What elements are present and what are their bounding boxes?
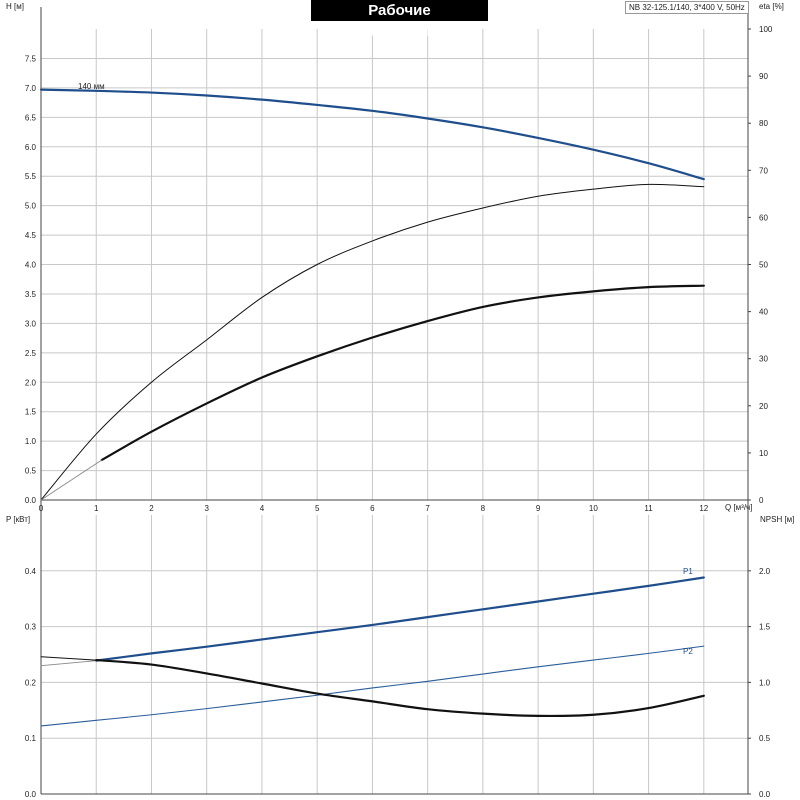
top-y-tick-label: 4.0 bbox=[25, 261, 37, 270]
axes bbox=[40, 7, 751, 795]
top-y-tick-label: 2.5 bbox=[25, 349, 37, 358]
top-y-axis-label: H [м] bbox=[6, 2, 24, 11]
bottom-series-3-line bbox=[95, 658, 705, 718]
top-y2-axis-label: eta [%] bbox=[759, 2, 784, 11]
top-y-tick-label: 1.5 bbox=[25, 408, 37, 417]
top-y-tick-label: 0.0 bbox=[25, 496, 37, 505]
top-y-tick-label: 1.0 bbox=[25, 437, 37, 446]
top-y2-tick-label: 100 bbox=[759, 25, 773, 34]
top-y-tick-label: 6.0 bbox=[25, 143, 37, 152]
top-y-tick-label: 5.0 bbox=[25, 202, 37, 211]
top-y-tick-label: 3.5 bbox=[25, 290, 37, 299]
top-series-3-line bbox=[40, 459, 103, 501]
x-tick-label: 0 bbox=[39, 504, 44, 513]
x-tick-label: 8 bbox=[481, 504, 486, 513]
top-y-tick-label: 7.5 bbox=[25, 54, 37, 63]
top-series-0-line bbox=[39, 88, 705, 181]
x-tick-label: 2 bbox=[149, 504, 154, 513]
pump-model-label: NB 32-125.1/140, 3*400 V, 50Hz bbox=[625, 1, 749, 14]
top-y2-tick-label: 90 bbox=[759, 72, 768, 81]
top-y2-tick-label: 70 bbox=[759, 166, 768, 175]
x-tick-label: 11 bbox=[644, 504, 653, 513]
bottom-series-0-line bbox=[95, 576, 705, 662]
x-tick-label: 4 bbox=[260, 504, 265, 513]
x-axis-label: Q [м³/ч] bbox=[725, 503, 753, 512]
top-y2-tick-label: 60 bbox=[759, 213, 768, 222]
top-y-tick-label: 7.0 bbox=[25, 84, 37, 93]
bottom-y-tick-label: 0.4 bbox=[25, 567, 37, 576]
x-tick-label: 12 bbox=[699, 504, 708, 513]
x-tick-label: 9 bbox=[536, 504, 541, 513]
bottom-y2-tick-label: 1.0 bbox=[759, 678, 771, 687]
bottom-y-tick-label: 0.1 bbox=[25, 734, 37, 743]
bottom-y2-tick-label: 1.5 bbox=[759, 623, 771, 632]
curve-label-p1: P1 bbox=[683, 567, 693, 576]
bottom-series-2-line bbox=[40, 645, 705, 727]
bottom-y-tick-label: 0.2 bbox=[25, 678, 37, 687]
top-series-1-line bbox=[40, 183, 705, 501]
bottom-y2-axis-label: NPSH [м] bbox=[760, 515, 795, 524]
x-tick-label: 10 bbox=[589, 504, 598, 513]
top-y2-axis-title: eta [%] bbox=[759, 2, 784, 11]
bottom-y-tick-label: 0.3 bbox=[25, 623, 37, 632]
grid-lines bbox=[40, 29, 748, 795]
tick-labels: 0 1 2 3 4 5 6 7 8 9 10 11 120.00.51.01.52.02.53.03.5… bbox=[25, 25, 773, 799]
top-y-tick-label: 2.0 bbox=[25, 378, 37, 387]
top-y2-tick-label: 50 bbox=[759, 261, 768, 270]
curve-label-140mm: 140 мм bbox=[78, 82, 105, 91]
bottom-y2-tick-label: 0.0 bbox=[759, 790, 771, 799]
top-y2-tick-label: 30 bbox=[759, 355, 768, 364]
bottom-y2-tick-label: 0.5 bbox=[759, 734, 771, 743]
top-y-tick-label: 3.0 bbox=[25, 319, 37, 328]
bottom-y-tick-label: 0.0 bbox=[25, 790, 37, 799]
top-y-tick-label: 0.5 bbox=[25, 467, 37, 476]
series-lines bbox=[39, 88, 705, 727]
top-y-axis-title: H [м] bbox=[6, 2, 24, 11]
top-y2-tick-label: 40 bbox=[759, 308, 768, 317]
x-tick-label: 1 bbox=[94, 504, 99, 513]
top-y-tick-label: 6.5 bbox=[25, 113, 37, 122]
x-tick-label: 6 bbox=[370, 504, 375, 513]
top-y2-tick-label: 10 bbox=[759, 449, 768, 458]
top-y2-tick-label: 20 bbox=[759, 402, 768, 411]
x-tick-label: 3 bbox=[204, 504, 209, 513]
bottom-y-axis-label: P [кВт] bbox=[6, 515, 31, 524]
chart-title: Рабочие характеристики bbox=[311, 0, 488, 40]
top-y2-tick-label: 0 bbox=[759, 496, 764, 505]
x-tick-label: 5 bbox=[315, 504, 320, 513]
top-y-tick-label: 5.5 bbox=[25, 172, 37, 181]
curve-label-p2: P2 bbox=[683, 647, 693, 656]
top-y2-tick-label: 80 bbox=[759, 119, 768, 128]
top-y-tick-label: 4.5 bbox=[25, 231, 37, 240]
x-tick-label: 7 bbox=[425, 504, 430, 513]
bottom-y2-tick-label: 2.0 bbox=[759, 567, 771, 576]
bottom-series-1-line bbox=[40, 660, 97, 667]
top-series-2-line bbox=[100, 284, 705, 462]
bottom-series-4-line bbox=[40, 656, 97, 661]
